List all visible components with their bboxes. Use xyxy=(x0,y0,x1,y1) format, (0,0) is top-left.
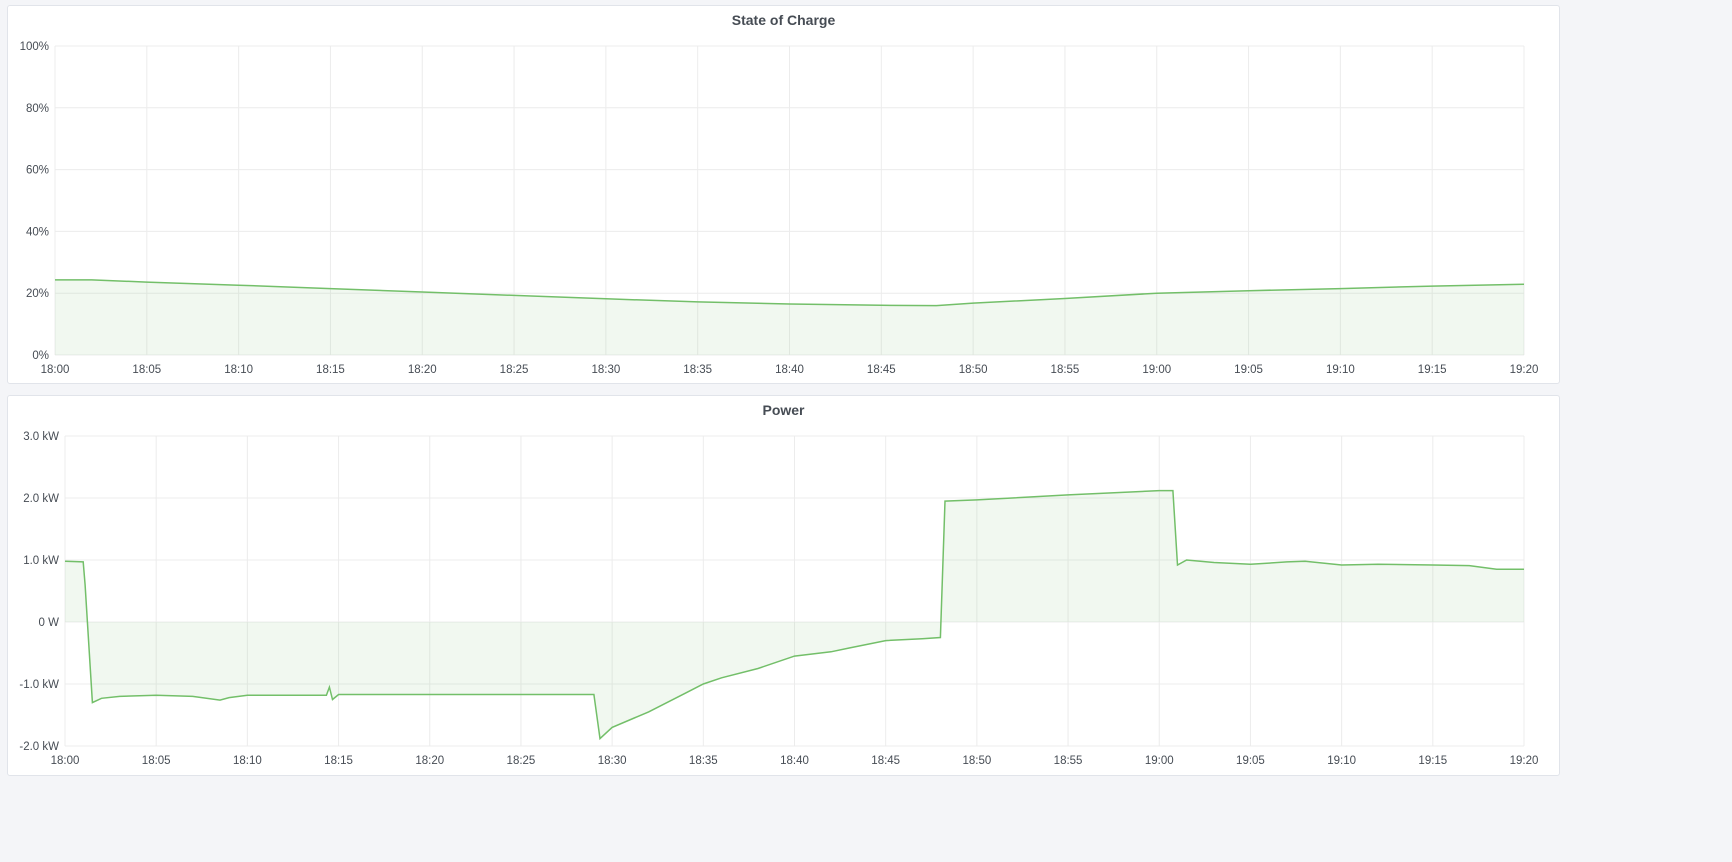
x-tick-label: 19:15 xyxy=(1418,755,1447,767)
x-tick-label: 19:20 xyxy=(1510,755,1539,767)
x-tick-label: 18:15 xyxy=(316,364,345,376)
x-tick-label: 18:50 xyxy=(959,364,988,376)
x-tick-label: 18:20 xyxy=(408,364,437,376)
y-tick-label: 40% xyxy=(26,226,49,238)
panel-title[interactable]: State of Charge xyxy=(731,12,836,28)
power-panel: Power -2.0 kW -1.0 kW 0 W 1.0 kW 2.0 kW 3.0 k… xyxy=(7,395,1560,776)
state-of-charge-panel: State of Charge 0% 20% 40% 60% 80% 100% 18:00 1… xyxy=(7,5,1560,384)
series-line xyxy=(64,489,1524,741)
x-tick-label: 19:15 xyxy=(1418,364,1447,376)
y-tick-label: 3.0 kW xyxy=(23,431,59,443)
panel-title[interactable]: Power xyxy=(762,402,805,418)
x-tick-label: 19:10 xyxy=(1326,364,1355,376)
y-tick-label: 60% xyxy=(26,165,49,177)
state-of-charge-chart[interactable]: 0% 20% 40% 60% 80% 100% 18:00 18:05 18:10 18:15 18… xyxy=(8,6,1561,385)
x-tick-label: 18:10 xyxy=(224,364,253,376)
x-tick-label: 19:05 xyxy=(1236,755,1265,767)
x-tick-label: 18:30 xyxy=(591,364,620,376)
series-area-fill xyxy=(65,490,1524,739)
x-tick-label: 18:30 xyxy=(598,755,627,767)
y-tick-label: 2.0 kW xyxy=(23,493,59,505)
y-tick-label: 1.0 kW xyxy=(23,555,59,567)
x-tick-label: 19:10 xyxy=(1327,755,1356,767)
power-chart[interactable]: -2.0 kW -1.0 kW 0 W 1.0 kW 2.0 kW 3.0 kW 18:00… xyxy=(8,396,1561,777)
x-tick-label: 19:20 xyxy=(1510,364,1539,376)
x-tick-label: 18:40 xyxy=(775,364,804,376)
x-tick-label: 19:05 xyxy=(1234,364,1263,376)
x-tick-label: 18:35 xyxy=(683,364,712,376)
x-tick-label: 18:45 xyxy=(871,755,900,767)
y-tick-label: -2.0 kW xyxy=(19,741,59,753)
y-tick-label: 0 W xyxy=(39,617,60,629)
y-tick-label: 100% xyxy=(20,41,49,53)
y-tick-label: 0% xyxy=(32,350,49,362)
x-tick-label: 19:00 xyxy=(1142,364,1171,376)
x-tick-label: 18:05 xyxy=(132,364,161,376)
x-tick-label: 18:05 xyxy=(142,755,171,767)
x-tick-label: 18:25 xyxy=(507,755,536,767)
series-line xyxy=(55,279,1525,307)
x-tick-label: 18:20 xyxy=(415,755,444,767)
x-tick-label: 18:40 xyxy=(780,755,809,767)
x-tick-label: 18:15 xyxy=(324,755,353,767)
x-tick-label: 18:00 xyxy=(51,755,80,767)
x-tick-label: 18:55 xyxy=(1051,364,1080,376)
x-tick-label: 18:25 xyxy=(500,364,529,376)
x-tick-label: 18:50 xyxy=(962,755,991,767)
y-tick-label: 20% xyxy=(26,288,49,300)
x-tick-label: 18:35 xyxy=(689,755,718,767)
y-tick-label: -1.0 kW xyxy=(19,679,59,691)
y-tick-label: 80% xyxy=(26,103,49,115)
x-tick-label: 18:45 xyxy=(867,364,896,376)
x-tick-label: 18:55 xyxy=(1054,755,1083,767)
x-tick-label: 18:00 xyxy=(41,364,70,376)
series-area-fill xyxy=(55,279,1524,355)
x-tick-label: 19:00 xyxy=(1145,755,1174,767)
x-tick-label: 18:10 xyxy=(233,755,262,767)
